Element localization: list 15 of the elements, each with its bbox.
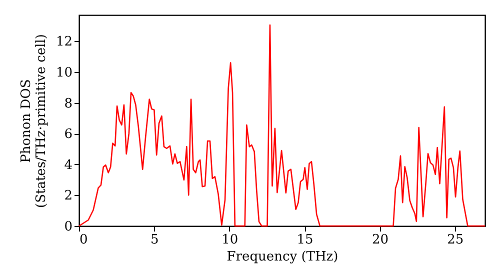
y-tick-label: 8 bbox=[64, 96, 72, 112]
x-tick-label: 25 bbox=[447, 232, 464, 248]
y-tick-label: 6 bbox=[64, 127, 72, 142]
y-tick-label: 10 bbox=[56, 65, 72, 80]
x-tick-label: 0 bbox=[80, 232, 88, 248]
x-axis-title: Frequency (THz) bbox=[226, 250, 338, 264]
y-tick-label: 0 bbox=[64, 220, 72, 234]
y-tick-label: 4 bbox=[64, 158, 72, 173]
x-tick-label: 5 bbox=[150, 232, 159, 248]
x-tick-label: 20 bbox=[372, 232, 389, 248]
y-tick-label: 2 bbox=[64, 188, 72, 204]
x-tick-label: 10 bbox=[222, 232, 238, 248]
y-tick-label: 12 bbox=[56, 34, 72, 50]
x-tick-label: 15 bbox=[296, 232, 314, 248]
y-axis-title: Phonon DOS (States/THz·primitive cell) bbox=[18, 34, 49, 208]
